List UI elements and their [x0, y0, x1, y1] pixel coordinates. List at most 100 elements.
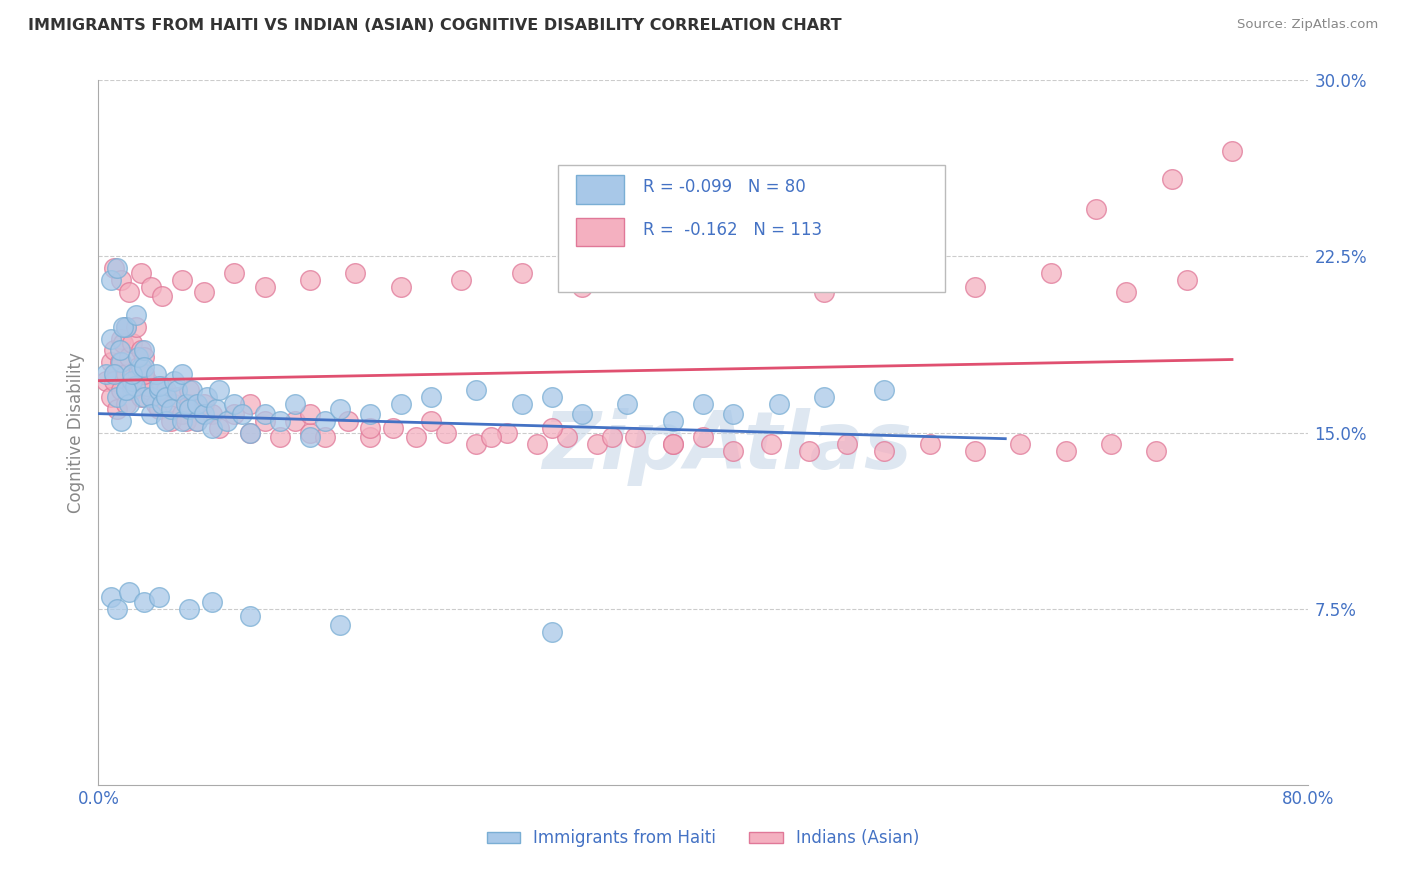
Point: [239, 397, 262, 411]
Point: [139, 384, 162, 398]
Point: [114, 384, 136, 398]
Point: [195, 390, 218, 404]
Point: [166, 384, 188, 398]
Point: [110, 355, 132, 369]
Point: [111, 319, 134, 334]
Point: [450, 273, 472, 287]
Point: [1144, 444, 1167, 458]
Point: [150, 397, 173, 411]
Point: [150, 397, 173, 411]
Point: [918, 437, 941, 451]
Point: [314, 414, 336, 428]
Point: [586, 437, 609, 451]
Point: [239, 608, 262, 623]
Point: [692, 397, 714, 411]
Point: [965, 444, 987, 458]
Point: [127, 351, 149, 365]
FancyBboxPatch shape: [576, 176, 624, 203]
Point: [193, 407, 215, 421]
Point: [110, 414, 132, 428]
Point: [692, 430, 714, 444]
Point: [121, 378, 143, 392]
Point: [329, 618, 352, 632]
Point: [132, 367, 155, 381]
Point: [465, 437, 488, 451]
FancyBboxPatch shape: [576, 218, 624, 246]
Point: [110, 273, 132, 287]
Point: [965, 280, 987, 294]
Legend: Immigrants from Haiti, Indians (Asian): Immigrants from Haiti, Indians (Asian): [479, 822, 927, 855]
Point: [129, 390, 152, 404]
Point: [215, 414, 238, 428]
Point: [329, 402, 352, 417]
Y-axis label: Cognitive Disability: Cognitive Disability: [66, 352, 84, 513]
Point: [166, 390, 188, 404]
Point: [145, 397, 167, 411]
Point: [253, 280, 276, 294]
Point: [723, 444, 745, 458]
Point: [100, 590, 122, 604]
Point: [179, 397, 201, 411]
Point: [135, 374, 157, 388]
Point: [129, 266, 152, 280]
Point: [526, 437, 548, 451]
Point: [889, 273, 911, 287]
Point: [299, 407, 322, 421]
Point: [1099, 437, 1122, 451]
Point: [224, 266, 246, 280]
Point: [121, 336, 143, 351]
Point: [1054, 444, 1077, 458]
Point: [145, 397, 167, 411]
Point: [224, 407, 246, 421]
Point: [602, 430, 624, 444]
Text: IMMIGRANTS FROM HAITI VS INDIAN (ASIAN) COGNITIVE DISABILITY CORRELATION CHART: IMMIGRANTS FROM HAITI VS INDIAN (ASIAN) …: [28, 18, 842, 33]
Point: [510, 397, 533, 411]
Point: [1175, 273, 1198, 287]
Point: [571, 407, 593, 421]
Text: Source: ZipAtlas.com: Source: ZipAtlas.com: [1237, 18, 1378, 31]
Point: [239, 425, 262, 440]
Point: [179, 384, 201, 398]
Point: [105, 261, 128, 276]
Point: [100, 355, 122, 369]
Point: [108, 343, 131, 358]
Point: [103, 261, 125, 276]
Text: R = -0.099   N = 80: R = -0.099 N = 80: [643, 178, 806, 196]
Point: [382, 421, 405, 435]
Point: [155, 414, 177, 428]
Point: [141, 407, 163, 421]
Point: [110, 384, 132, 398]
Point: [148, 590, 170, 604]
Point: [100, 390, 122, 404]
Point: [269, 414, 291, 428]
Point: [186, 414, 208, 428]
Point: [224, 397, 246, 411]
Point: [127, 359, 149, 374]
Point: [813, 285, 835, 299]
Point: [132, 390, 155, 404]
Point: [284, 397, 307, 411]
Point: [1115, 285, 1137, 299]
Point: [150, 378, 173, 392]
Point: [121, 384, 143, 398]
Point: [723, 407, 745, 421]
Point: [737, 273, 759, 287]
Point: [797, 444, 820, 458]
Point: [124, 378, 146, 392]
Point: [768, 397, 790, 411]
Point: [132, 367, 155, 381]
Point: [148, 378, 170, 392]
Point: [155, 390, 177, 404]
Point: [231, 407, 253, 421]
Point: [299, 273, 322, 287]
Point: [114, 397, 136, 411]
Point: [94, 367, 117, 381]
Point: [174, 397, 197, 411]
Point: [253, 407, 276, 421]
Point: [314, 430, 336, 444]
Point: [142, 390, 165, 404]
Text: ZipAtlas: ZipAtlas: [543, 408, 912, 486]
Point: [132, 351, 155, 365]
Point: [284, 414, 307, 428]
Point: [145, 367, 167, 381]
